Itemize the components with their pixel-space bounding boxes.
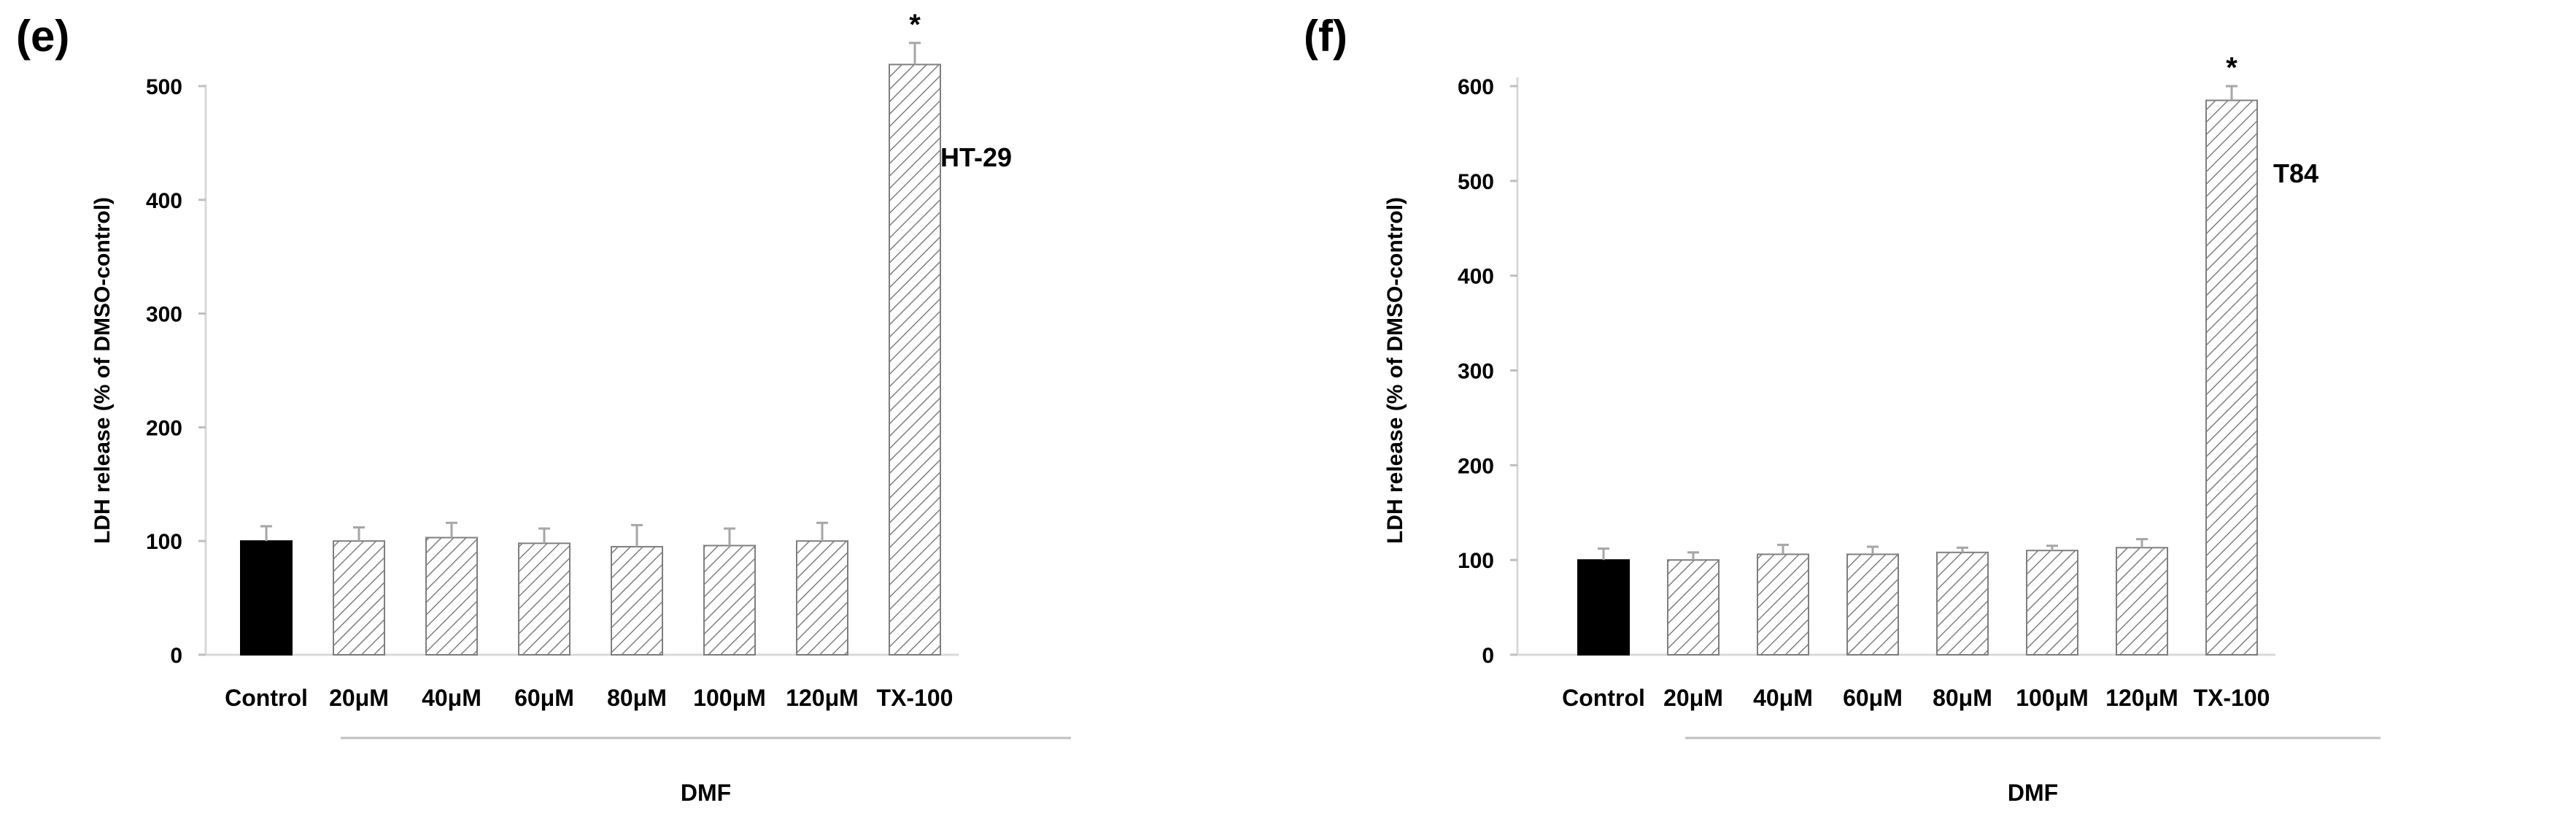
x-tick-label: 120μM [2105, 685, 2178, 711]
x-tick-label: 20μM [1663, 685, 1723, 711]
bar-40-m [1757, 553, 1809, 655]
x-tick-label: TX-100 [877, 685, 954, 711]
bar-20-m [1667, 559, 1720, 656]
bar-control [1577, 559, 1630, 656]
x-tick-label: 20μM [329, 685, 389, 711]
group-label: DMF [2008, 780, 2058, 806]
x-tick-label: 100μM [693, 685, 766, 711]
y-tick-label: 400 [1458, 265, 1494, 289]
x-tick-label: 80μM [607, 685, 667, 711]
panel-label: (e) [16, 12, 69, 61]
x-tick-label: Control [225, 685, 308, 711]
y-tick-label: 200 [1458, 454, 1494, 478]
x-tick-label: 80μM [1933, 685, 1992, 711]
x-tick-label: 120μM [786, 685, 859, 711]
cell-line-annotation: T84 [2273, 158, 2318, 188]
x-tick-label: 60μM [514, 685, 574, 711]
bar-20-m [333, 540, 385, 656]
bar-control [240, 540, 293, 656]
y-axis-label: LDH release (% of DMSO-control) [1383, 197, 1407, 544]
bar-100-m [2026, 550, 2078, 656]
bar-80-m [1936, 551, 1989, 656]
y-tick-label: 100 [1458, 549, 1494, 573]
bar-60-m [518, 542, 570, 655]
x-tick-label: 40μM [1753, 685, 1813, 711]
significance-marker: * [2226, 52, 2237, 84]
y-tick-label: 0 [1482, 644, 1494, 668]
y-tick-label: 500 [146, 75, 182, 99]
y-axis-label: LDH release (% of DMSO-control) [90, 197, 115, 544]
bar-60-m [1846, 553, 1899, 655]
y-tick-label: 400 [146, 189, 182, 213]
bar-120-m [2116, 547, 2168, 655]
x-tick-label: 100μM [2016, 685, 2089, 711]
chart-panel-e: (e) 0 100 200 300 400 500 LDH release (% of DMS… [16, 9, 1071, 806]
y-tick-label: 200 [146, 416, 182, 440]
ldh-chart-ht29: (e) 0 100 200 300 400 500 LDH release (% of DMS… [16, 9, 1071, 806]
y-tick-label: 500 [1458, 170, 1494, 194]
bar-100-m [703, 545, 756, 655]
x-tick-label: TX-100 [2194, 685, 2270, 711]
y-tick-label: 600 [1458, 75, 1494, 99]
x-tick-label: 60μM [1843, 685, 1903, 711]
group-label: DMF [681, 780, 731, 806]
panel-label: (f) [1304, 12, 1347, 61]
ldh-chart-t84: (f) 0 100 200 300 400 500 600 LDH release (% of … [1304, 12, 2380, 806]
bar-80-m [611, 545, 663, 655]
x-tick-label: Control [1562, 685, 1645, 711]
bar-tx-100 [2205, 99, 2258, 656]
bar-120-m [796, 540, 848, 656]
chart-panel-f: (f) 0 100 200 300 400 500 600 LDH release (% of … [1288, 0, 2576, 819]
y-tick-label: 0 [170, 644, 182, 668]
x-tick-label: 40μM [422, 685, 481, 711]
bar-tx-100 [889, 64, 941, 655]
cell-line-annotation: HT-29 [940, 142, 1012, 172]
significance-marker: * [909, 9, 921, 41]
y-tick-label: 300 [1458, 360, 1494, 384]
bar-40-m [425, 537, 478, 655]
y-tick-label: 100 [146, 530, 182, 554]
y-tick-label: 300 [146, 303, 182, 327]
